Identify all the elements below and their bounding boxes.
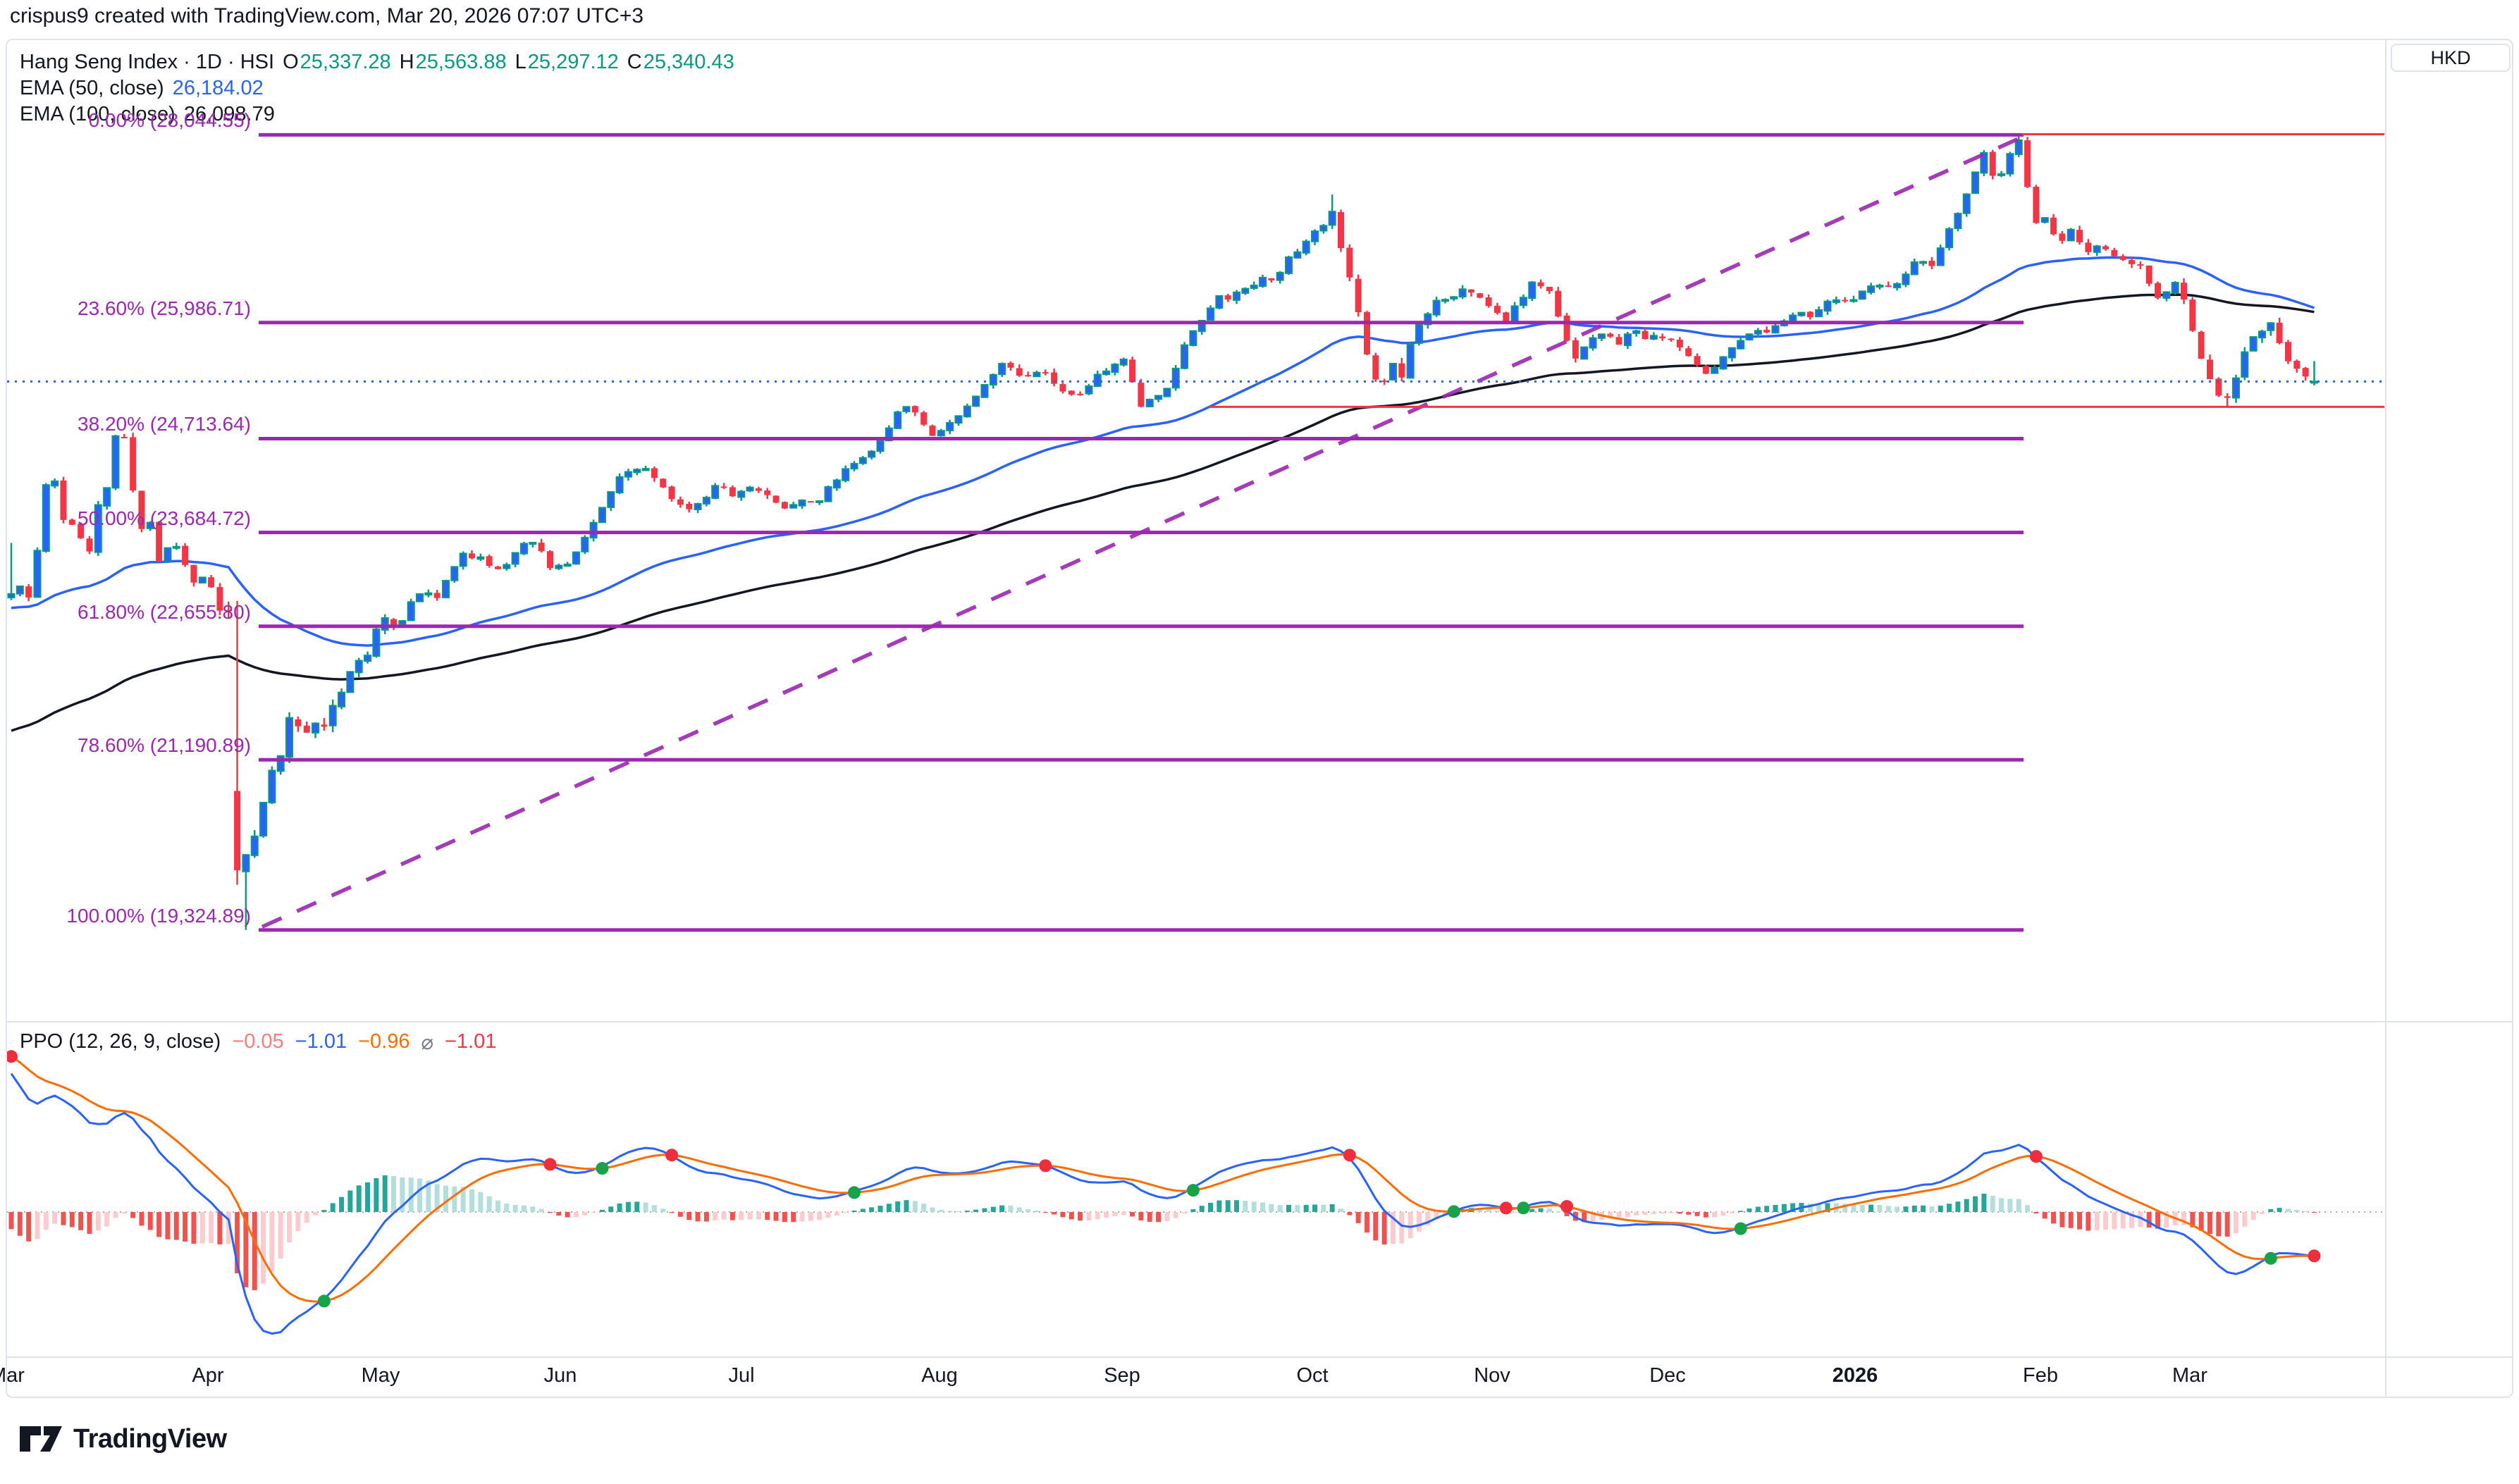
cross-up-dot bbox=[317, 1294, 331, 1308]
cross-up-dot bbox=[1734, 1222, 1747, 1235]
ema100-label: EMA (100, close) bbox=[20, 103, 175, 125]
ema50-row: EMA (50, close) 26,184.02 bbox=[20, 75, 734, 101]
cross-up-dot bbox=[2264, 1251, 2277, 1265]
ema100-line bbox=[11, 293, 2315, 732]
currency-button[interactable]: HKD bbox=[2391, 44, 2511, 72]
time-axis-label: 2026 bbox=[1832, 1364, 1878, 1387]
ppo-legend: PPO (12, 26, 9, close) −0.05 −1.01 −0.96… bbox=[20, 1030, 496, 1055]
cross-down-dot bbox=[665, 1149, 679, 1162]
cross-up-dot bbox=[1186, 1184, 1200, 1197]
ema-lines bbox=[11, 256, 2315, 732]
fib-level-label: 23.60% (25,986.71) bbox=[78, 297, 251, 319]
ppo-average-icon: ⌀ bbox=[421, 1032, 433, 1054]
cross-down-dot bbox=[1343, 1149, 1356, 1162]
open-value: 25,337.28 bbox=[300, 51, 391, 73]
low-value: 25,297.12 bbox=[527, 51, 619, 73]
credit-line: crispus9 created with TradingView.com, M… bbox=[10, 4, 644, 27]
tradingview-logo-text: TradingView bbox=[73, 1423, 227, 1454]
ppo-average-value: −1.01 bbox=[444, 1030, 497, 1053]
time-axis-label: Mar bbox=[2172, 1364, 2207, 1387]
trendline bbox=[261, 136, 2021, 929]
high-value: 25,563.88 bbox=[415, 51, 507, 73]
ppo-signal-line bbox=[11, 1056, 2315, 1303]
cross-up-dot bbox=[848, 1186, 861, 1199]
cross-down-dot bbox=[1560, 1200, 1574, 1213]
fib-level-label: 50.00% (23,684.72) bbox=[78, 507, 251, 529]
cross-up-dot bbox=[1447, 1205, 1460, 1218]
ema50-line bbox=[11, 256, 2315, 647]
time-axis-label: Jun bbox=[543, 1364, 577, 1387]
cross-up-dot bbox=[596, 1162, 609, 1175]
cross-down-dot bbox=[1499, 1201, 1513, 1215]
time-axis-label: Apr bbox=[192, 1364, 224, 1387]
ppo-hist-value: −0.05 bbox=[232, 1030, 284, 1053]
time-axis[interactable]: Mar Apr May Jun Jul Aug Sep Oct Nov Dec 2026 Feb Mar bbox=[0, 1359, 2386, 1398]
time-axis-label: Jul bbox=[728, 1364, 755, 1387]
ppo-line-value: −1.01 bbox=[295, 1030, 347, 1053]
candlestick-series bbox=[7, 134, 2318, 930]
fib-level-label: 38.20% (24,713.64) bbox=[78, 413, 251, 435]
time-axis-label: Nov bbox=[1474, 1364, 1510, 1387]
cross-down-dot bbox=[2308, 1249, 2321, 1263]
time-axis-label: Feb bbox=[2023, 1364, 2058, 1387]
time-axis-label: Dec bbox=[1649, 1364, 1686, 1387]
ema100-value: 26,098.79 bbox=[183, 103, 275, 125]
cross-down-dot bbox=[543, 1158, 557, 1171]
fib-level-label: 61.80% (22,655.80) bbox=[78, 600, 251, 623]
ppo-signal-value: −0.96 bbox=[358, 1030, 410, 1053]
ppo-indicator bbox=[7, 1050, 2384, 1335]
time-axis-label: Aug bbox=[921, 1364, 958, 1387]
time-axis-label: Mar bbox=[0, 1364, 25, 1387]
close-value: 25,340.43 bbox=[643, 51, 734, 73]
ppo-line bbox=[10, 1072, 2315, 1335]
ppo-label: PPO (12, 26, 9, close) bbox=[20, 1030, 221, 1053]
cross-up-dot bbox=[1517, 1201, 1530, 1215]
fib-level-label: 100.00% (19,324.89) bbox=[66, 904, 251, 927]
cross-down-dot bbox=[1039, 1159, 1052, 1173]
symbol-title: Hang Seng Index · 1D · HSI bbox=[20, 51, 275, 73]
tradingview-logo[interactable]: TradingView bbox=[18, 1423, 227, 1454]
fib-level-label: 78.60% (21,190.89) bbox=[78, 734, 251, 757]
cross-down-dot bbox=[7, 1050, 18, 1063]
time-axis-label: May bbox=[361, 1364, 400, 1387]
ema50-label: EMA (50, close) bbox=[20, 77, 164, 99]
drawing-overlays bbox=[7, 132, 2384, 932]
panel-separators bbox=[7, 40, 2512, 1397]
ema50-value: 26,184.02 bbox=[172, 77, 264, 99]
ema100-row: EMA (100, close) 26,098.79 bbox=[20, 101, 734, 128]
cross-down-dot bbox=[2029, 1150, 2043, 1163]
tradingview-logo-icon bbox=[20, 1426, 62, 1452]
price-axis[interactable]: 27,000.0026,000.0024,000.0023,000.0022,0… bbox=[2386, 40, 2519, 1397]
time-axis-label: Oct bbox=[1296, 1364, 1329, 1387]
time-axis-label: Sep bbox=[1104, 1364, 1140, 1387]
fib-level-label: 0.00% (28,044.55) bbox=[88, 109, 251, 132]
